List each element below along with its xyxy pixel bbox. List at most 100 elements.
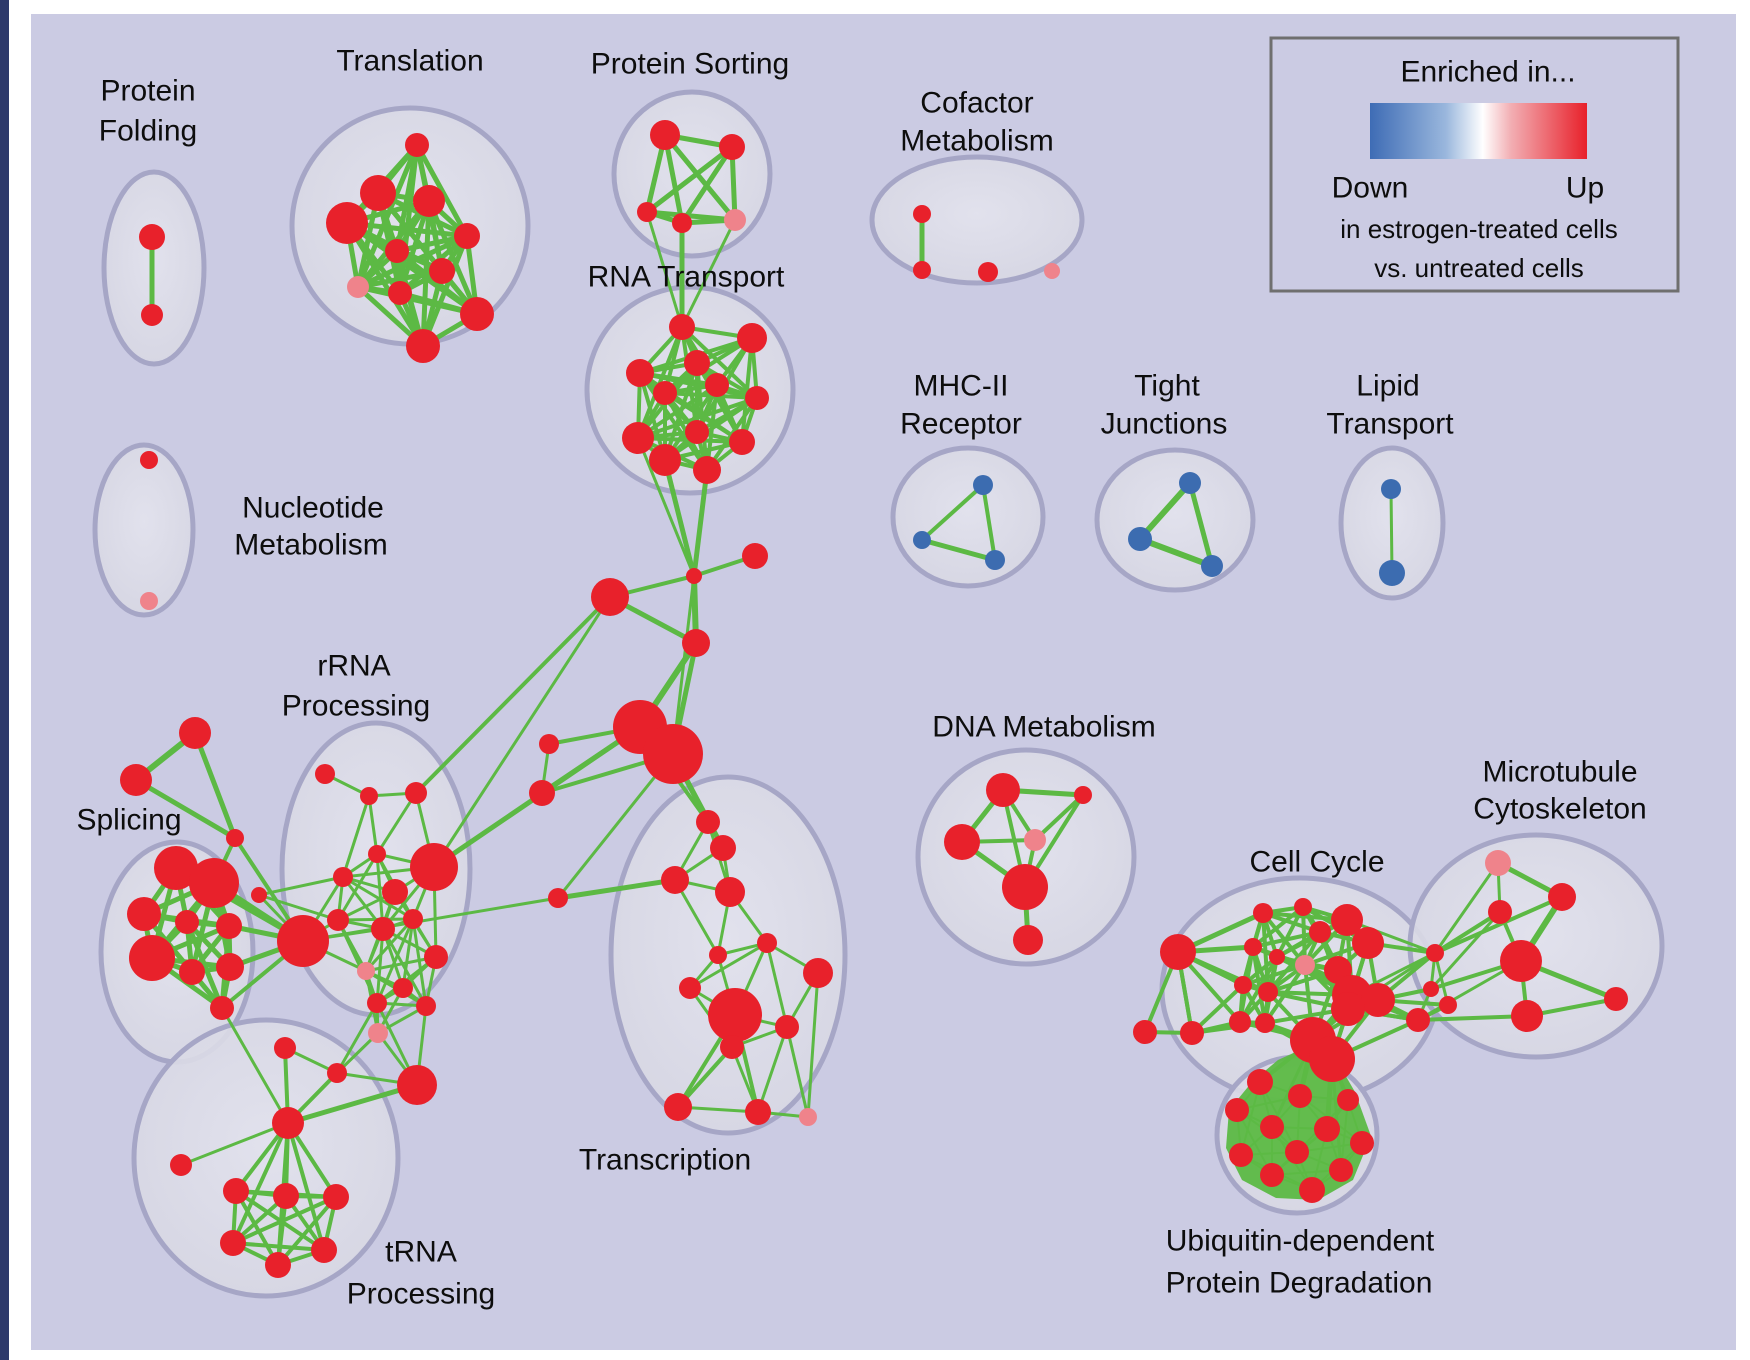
gene-set-node-t9[interactable] [460, 297, 494, 331]
gene-set-node-ch5[interactable] [643, 724, 703, 784]
gene-set-node-rt3[interactable] [626, 359, 654, 387]
gene-set-node-t8[interactable] [388, 281, 412, 305]
gene-set-node-nu1[interactable] [140, 592, 158, 610]
gene-set-node-cc21[interactable] [1406, 1008, 1430, 1032]
gene-set-node-tj0[interactable] [1179, 472, 1201, 494]
gene-set-node-rr8[interactable] [371, 917, 395, 941]
gene-set-node-pf1[interactable] [141, 304, 163, 326]
gene-set-node-tn3[interactable] [273, 1183, 299, 1209]
gene-set-node-dn1[interactable] [1074, 786, 1092, 804]
gene-set-node-tn5[interactable] [220, 1230, 246, 1256]
gene-set-node-ub9[interactable] [1260, 1163, 1284, 1187]
gene-set-node-ub10[interactable] [1329, 1158, 1353, 1182]
gene-set-node-tc10[interactable] [720, 1035, 744, 1059]
gene-set-node-rt10[interactable] [649, 444, 681, 476]
gene-set-node-ub7[interactable] [1229, 1143, 1253, 1167]
gene-set-node-tc7[interactable] [803, 958, 833, 988]
gene-set-node-sp7[interactable] [216, 953, 244, 981]
gene-set-node-sp3[interactable] [175, 910, 199, 934]
gene-set-node-tc2[interactable] [661, 866, 689, 894]
gene-set-node-t3[interactable] [326, 202, 368, 244]
gene-set-node-t2[interactable] [413, 185, 445, 217]
gene-set-node-ch2[interactable] [591, 578, 629, 616]
gene-set-node-rr6[interactable] [382, 879, 408, 905]
gene-set-node-cc1[interactable] [1133, 1020, 1157, 1044]
gene-set-node-tn0[interactable] [272, 1107, 304, 1139]
gene-set-node-dn4[interactable] [1002, 864, 1048, 910]
gene-set-node-j0[interactable] [1426, 944, 1444, 962]
gene-set-node-ps4[interactable] [724, 209, 746, 231]
gene-set-node-ps2[interactable] [637, 202, 657, 222]
gene-set-node-rr14[interactable] [274, 1037, 296, 1059]
gene-set-node-m1[interactable] [913, 531, 931, 549]
gene-set-node-rt2[interactable] [684, 350, 710, 376]
gene-set-node-rr13[interactable] [416, 996, 436, 1016]
gene-set-node-tc3[interactable] [715, 877, 745, 907]
gene-set-node-sp5[interactable] [129, 935, 175, 981]
gene-set-node-cf1[interactable] [913, 261, 931, 279]
gene-set-node-mt0[interactable] [1485, 850, 1511, 876]
gene-set-node-cc15[interactable] [1229, 1011, 1251, 1033]
gene-set-node-rr1[interactable] [360, 787, 378, 805]
gene-set-node-rr19[interactable] [368, 1023, 388, 1043]
gene-set-node-cc12[interactable] [1258, 982, 1278, 1002]
gene-set-node-nu0[interactable] [140, 451, 158, 469]
gene-set-node-rt8[interactable] [622, 422, 654, 454]
gene-set-node-tc4[interactable] [709, 946, 727, 964]
gene-set-node-dn5[interactable] [1013, 925, 1043, 955]
gene-set-node-cc16[interactable] [1180, 1021, 1204, 1045]
gene-set-node-hb0[interactable] [277, 915, 329, 967]
gene-set-node-t7[interactable] [347, 276, 369, 298]
gene-set-node-mt1[interactable] [1548, 883, 1576, 911]
gene-set-node-rr4[interactable] [410, 843, 458, 891]
gene-set-node-rr20[interactable] [251, 887, 267, 903]
gene-set-node-mt3[interactable] [1500, 940, 1542, 982]
gene-set-node-ub3[interactable] [1225, 1098, 1249, 1122]
gene-set-node-cc7[interactable] [1244, 938, 1262, 956]
gene-set-node-ch7[interactable] [529, 780, 555, 806]
gene-set-node-mt5[interactable] [1604, 987, 1628, 1011]
gene-set-node-lp1[interactable] [1379, 560, 1405, 586]
gene-set-node-tn1[interactable] [170, 1154, 192, 1176]
gene-set-node-sp0[interactable] [154, 846, 198, 890]
gene-set-node-ps0[interactable] [650, 120, 680, 150]
gene-set-node-ub6[interactable] [1350, 1131, 1374, 1155]
gene-set-node-tri0[interactable] [179, 717, 211, 749]
gene-set-node-ub4[interactable] [1260, 1115, 1284, 1139]
gene-set-node-tri1[interactable] [120, 764, 152, 796]
gene-set-node-pf0[interactable] [139, 224, 165, 250]
gene-set-node-mt2[interactable] [1488, 900, 1512, 924]
gene-set-node-ch0[interactable] [686, 568, 702, 584]
gene-set-node-rr3[interactable] [368, 845, 386, 863]
gene-set-node-j1[interactable] [1423, 981, 1439, 997]
gene-set-node-cc14[interactable] [1361, 983, 1395, 1017]
gene-set-node-ub2[interactable] [1337, 1089, 1359, 1111]
gene-set-node-rt1[interactable] [737, 323, 767, 353]
gene-set-node-rt11[interactable] [693, 456, 721, 484]
gene-set-node-rr2[interactable] [405, 782, 427, 804]
gene-set-node-cc17[interactable] [1255, 1013, 1275, 1033]
gene-set-node-sp6[interactable] [179, 959, 205, 985]
gene-set-node-rt5[interactable] [653, 381, 677, 405]
gene-set-node-ub11[interactable] [1299, 1177, 1325, 1203]
gene-set-node-sp2[interactable] [127, 897, 161, 931]
gene-set-node-tc9[interactable] [775, 1015, 799, 1039]
gene-set-node-tc8[interactable] [708, 988, 762, 1042]
gene-set-node-cc4[interactable] [1331, 904, 1363, 936]
gene-set-node-cf3[interactable] [1044, 263, 1060, 279]
gene-set-node-t1[interactable] [360, 175, 396, 211]
gene-set-node-cc11[interactable] [1234, 976, 1252, 994]
gene-set-node-rr10[interactable] [424, 945, 448, 969]
gene-set-node-ps1[interactable] [719, 134, 745, 160]
gene-set-node-cc3[interactable] [1294, 898, 1312, 916]
gene-set-node-ch1[interactable] [742, 543, 768, 569]
gene-set-node-rr12[interactable] [393, 978, 413, 998]
gene-set-node-cc9[interactable] [1295, 955, 1315, 975]
gene-set-node-tn4[interactable] [323, 1184, 349, 1210]
gene-set-node-t10[interactable] [406, 329, 440, 363]
gene-set-node-rt0[interactable] [669, 314, 695, 340]
gene-set-node-dn2[interactable] [944, 824, 980, 860]
gene-set-node-cf2[interactable] [978, 262, 998, 282]
gene-set-node-tc0[interactable] [696, 810, 720, 834]
gene-set-node-t6[interactable] [429, 258, 455, 284]
